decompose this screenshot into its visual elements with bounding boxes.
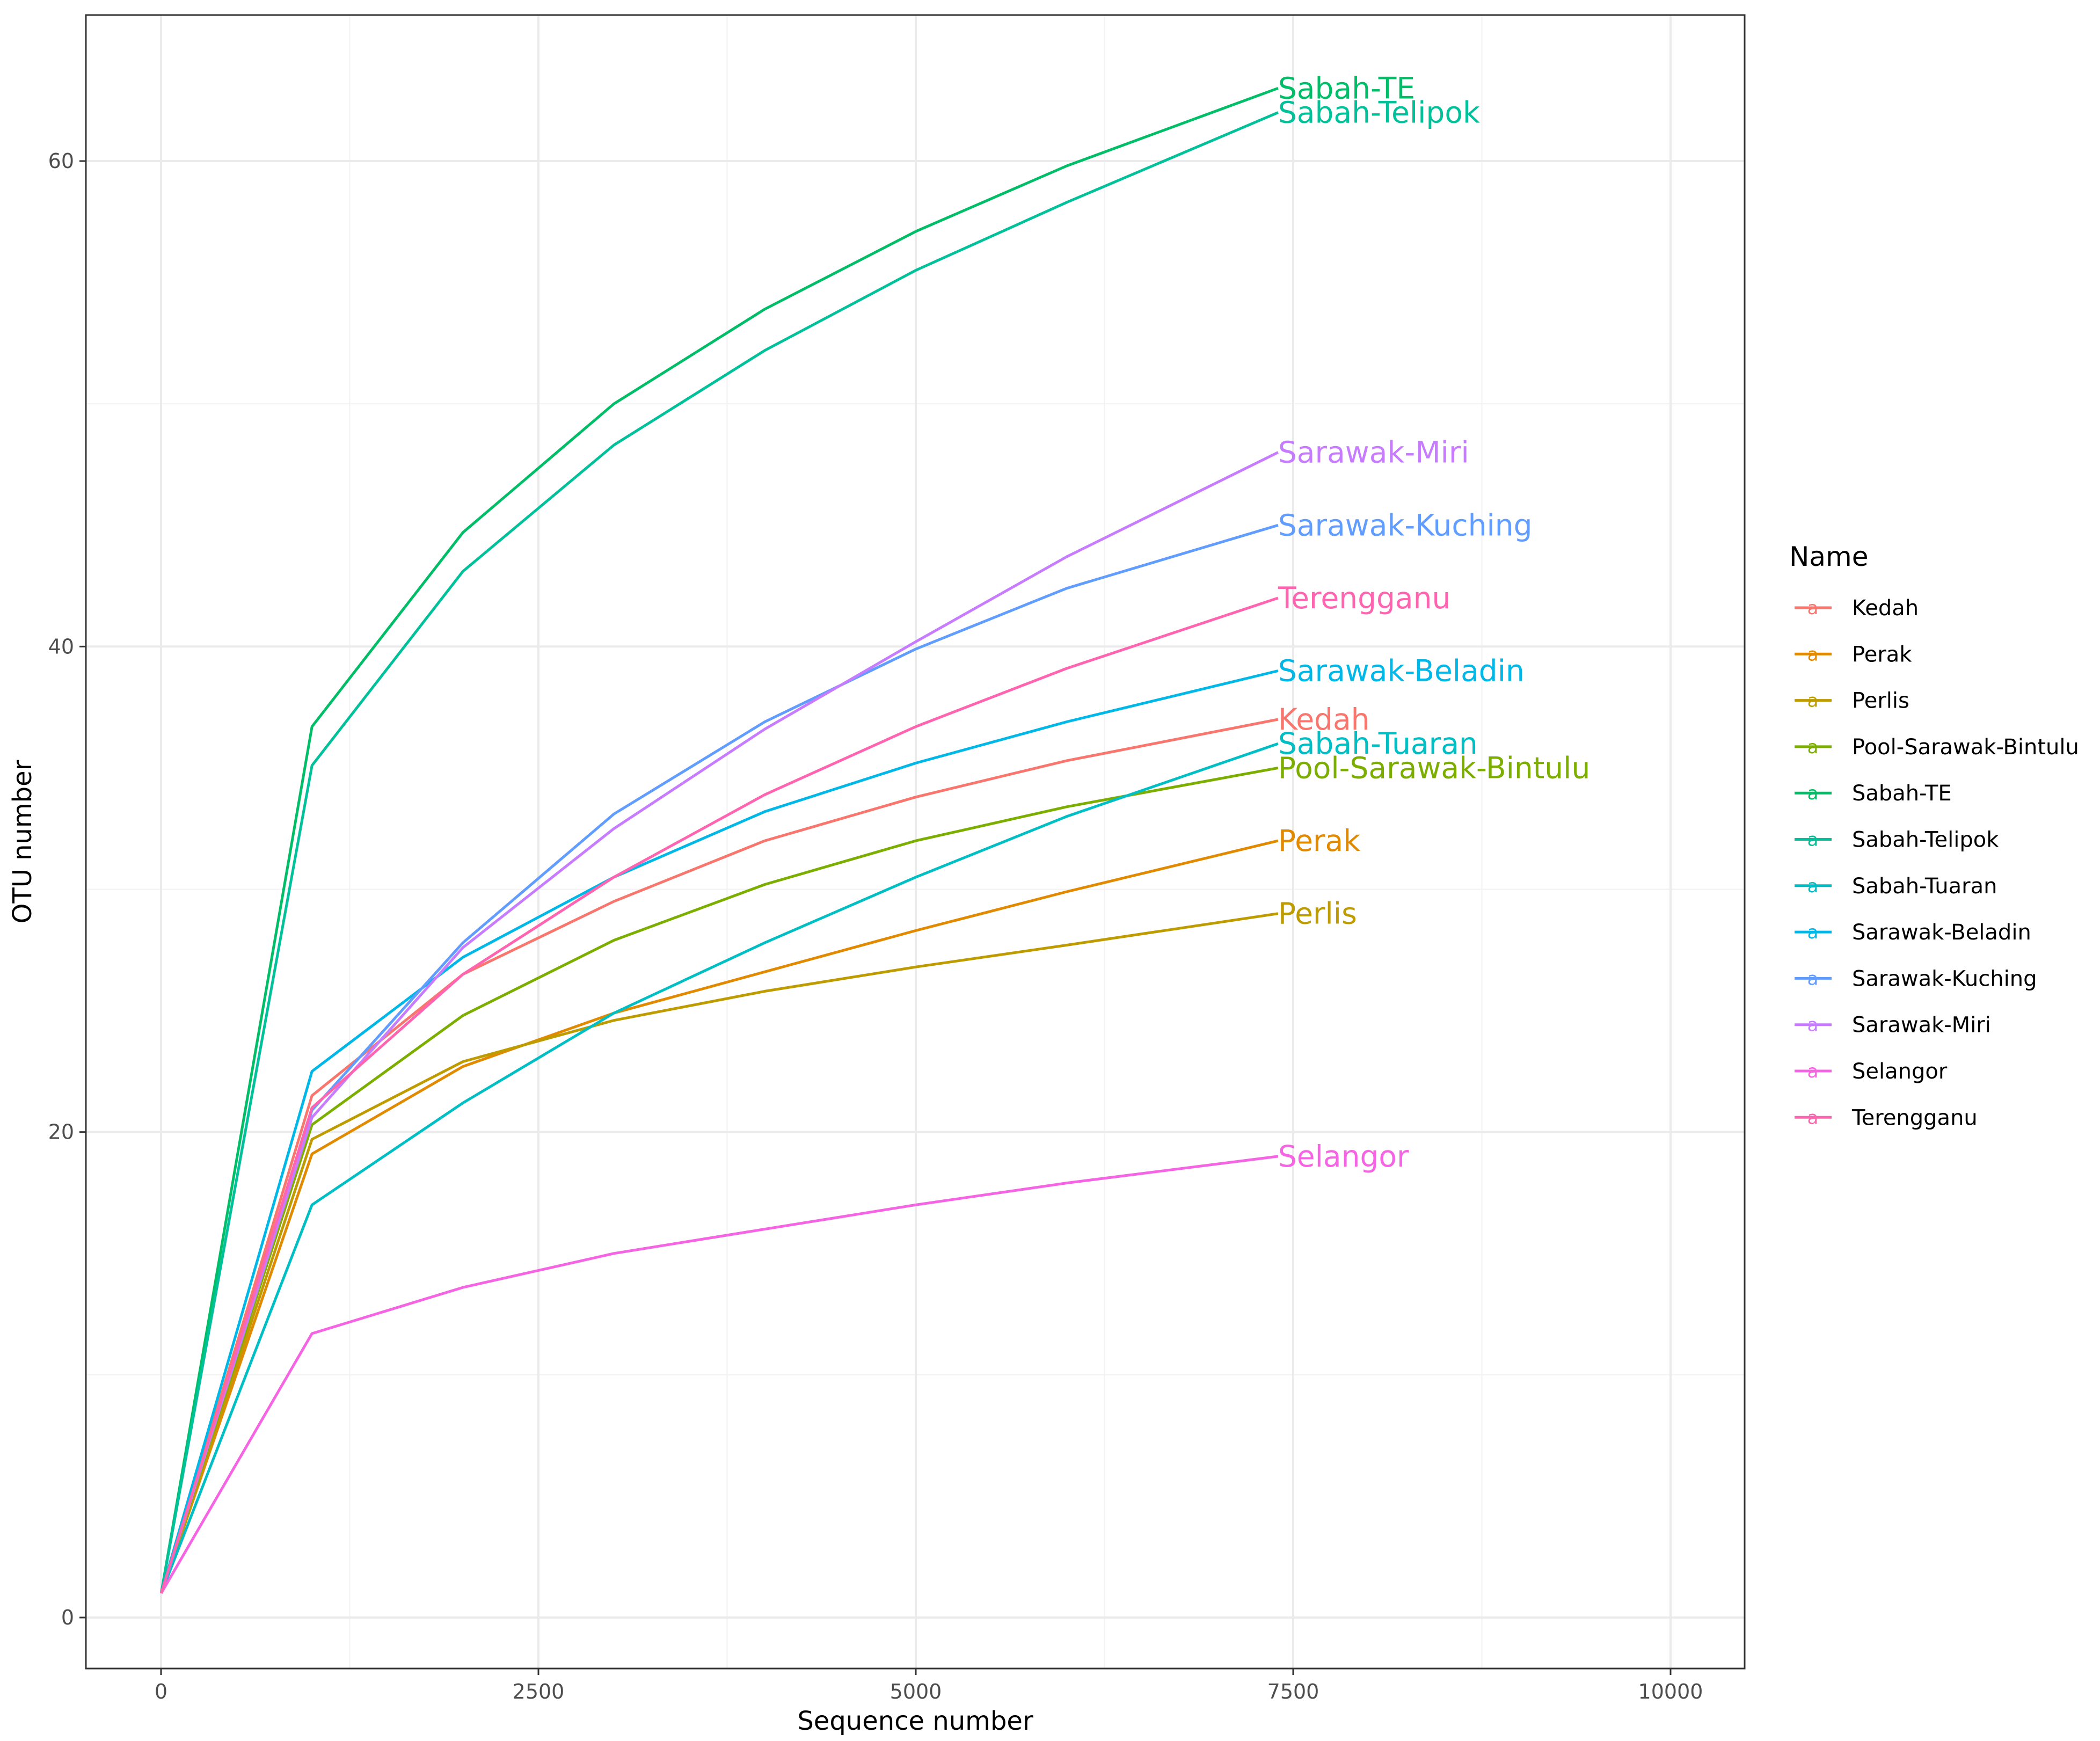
legend-item-selangor: a Selangor <box>1795 1059 1948 1084</box>
legend: Name a Kedah a Perak a Perlis a Pool-Sarawak-Bi… <box>1789 541 2079 1130</box>
series-line-sarawak-kuching <box>159 523 1279 1594</box>
legend-key-glyph: a <box>1807 644 1819 665</box>
end-label-sabah-telipok: Sabah-Telipok <box>1278 96 1480 130</box>
end-label-sarawak-miri: Sarawak-Miri <box>1278 435 1469 470</box>
legend-item-pool-sarawak-bintulu: a Pool-Sarawak-Bintulu <box>1795 735 2079 760</box>
legend-key-glyph: a <box>1807 1107 1819 1128</box>
legend-label: Sabah-Tuaran <box>1852 874 1997 899</box>
legend-key-glyph: a <box>1807 876 1819 897</box>
end-label-terengganu: Terengganu <box>1278 581 1450 615</box>
y-tick-label: 60 <box>48 149 74 173</box>
legend-label: Sarawak-Beladin <box>1852 920 2031 945</box>
legend-key-glyph: a <box>1807 690 1819 712</box>
legend-item-sarawak-miri: a Sarawak-Miri <box>1795 1013 1991 1038</box>
series-line-sabah-te <box>159 86 1279 1594</box>
legend-key-glyph: a <box>1807 1015 1819 1036</box>
series-line-kedah <box>159 718 1279 1594</box>
x-axis-ticks: 0 2500 5000 7500 10000 <box>155 1669 1703 1703</box>
legend-item-sabah-telipok: a Sabah-Telipok <box>1795 828 1999 853</box>
legend-key-glyph: a <box>1807 1061 1819 1082</box>
series-line-sabah-tuaran <box>159 742 1279 1594</box>
x-tick-label: 7500 <box>1267 1680 1319 1703</box>
y-tick-label: 20 <box>48 1120 74 1144</box>
end-label-pool-sarawak-bintulu: Pool-Sarawak-Bintulu <box>1278 751 1590 785</box>
legend-key-glyph: a <box>1807 829 1819 851</box>
series-line-sabah-telipok <box>159 111 1279 1594</box>
legend-label: Sabah-TE <box>1852 781 1952 806</box>
end-labels: KedahPerakPerlisPool-Sarawak-BintuluSaba… <box>1278 71 1590 1174</box>
legend-key-glyph: a <box>1807 968 1819 989</box>
legend-label: Sarawak-Kuching <box>1852 966 2037 991</box>
end-label-selangor: Selangor <box>1278 1139 1409 1174</box>
legend-label: Selangor <box>1852 1059 1948 1084</box>
legend-items: a Kedah a Perak a Perlis a Pool-Sarawak-Bintulu… <box>1795 596 2079 1130</box>
y-tick-label: 0 <box>61 1606 74 1629</box>
legend-item-perlis: a Perlis <box>1795 689 1909 713</box>
x-tick-label: 10000 <box>1638 1680 1703 1703</box>
series-lines <box>159 86 1279 1594</box>
legend-item-sarawak-kuching: a Sarawak-Kuching <box>1795 966 2037 991</box>
legend-item-sabah-tuaran: a Sabah-Tuaran <box>1795 874 1997 899</box>
x-tick-label: 0 <box>155 1680 167 1703</box>
end-label-sabah-te: Sabah-TE <box>1278 71 1415 105</box>
legend-item-sabah-te: a Sabah-TE <box>1795 781 1952 806</box>
legend-key-glyph: a <box>1807 783 1819 804</box>
y-axis-title: OTU number <box>8 760 38 923</box>
series-line-sarawak-beladin <box>159 669 1279 1594</box>
series-line-sarawak-miri <box>159 451 1279 1594</box>
legend-key-glyph: a <box>1807 737 1819 758</box>
end-label-sarawak-kuching: Sarawak-Kuching <box>1278 508 1533 542</box>
grid-major <box>86 15 1745 1669</box>
end-label-perlis: Perlis <box>1278 897 1357 931</box>
legend-item-perak: a Perak <box>1795 642 1912 667</box>
legend-label: Sabah-Telipok <box>1852 828 1999 853</box>
series-line-pool-sarawak-bintulu <box>159 766 1279 1594</box>
legend-label: Terengganu <box>1851 1105 1978 1130</box>
end-label-sabah-tuaran: Sabah-Tuaran <box>1278 726 1478 761</box>
legend-item-kedah: a Kedah <box>1795 596 1919 621</box>
end-label-sarawak-beladin: Sarawak-Beladin <box>1278 654 1525 688</box>
x-tick-label: 5000 <box>890 1680 942 1703</box>
legend-label: Kedah <box>1852 596 1919 621</box>
series-line-selangor <box>160 1155 1279 1594</box>
legend-key-glyph: a <box>1807 922 1819 943</box>
legend-label: Perlis <box>1852 689 1909 713</box>
series-line-terengganu <box>159 596 1279 1594</box>
legend-item-sarawak-beladin: a Sarawak-Beladin <box>1795 920 2031 945</box>
legend-label: Sarawak-Miri <box>1852 1013 1991 1038</box>
series-line-perak <box>159 839 1279 1594</box>
y-tick-label: 40 <box>48 635 74 658</box>
end-label-perak: Perak <box>1278 824 1360 858</box>
x-tick-label: 2500 <box>513 1680 565 1703</box>
x-axis-title: Sequence number <box>797 1706 1033 1736</box>
y-axis-ticks: 0 20 40 60 <box>48 149 86 1629</box>
legend-item-terengganu: a Terengganu <box>1795 1105 1978 1130</box>
end-label-kedah: Kedah <box>1278 702 1370 737</box>
legend-label: Pool-Sarawak-Bintulu <box>1852 735 2079 760</box>
series-line-perlis <box>159 912 1279 1594</box>
legend-title: Name <box>1789 541 1869 572</box>
legend-label: Perak <box>1852 642 1912 667</box>
legend-key-glyph: a <box>1807 598 1819 619</box>
